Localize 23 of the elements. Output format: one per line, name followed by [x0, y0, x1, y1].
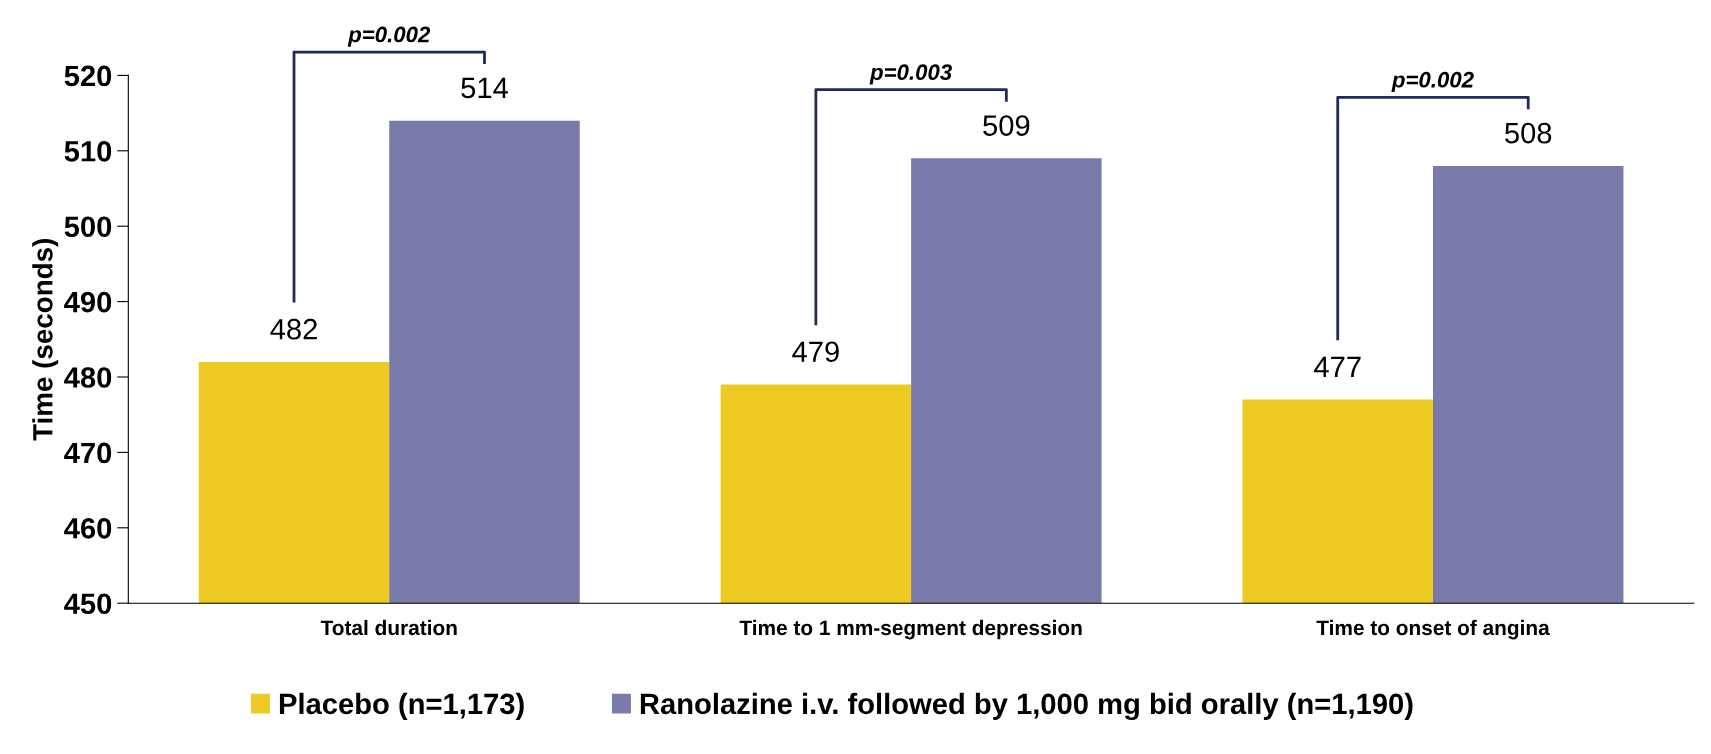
data-label: 509: [983, 115, 1030, 136]
x-tick-label: Time to 1 mm-segment depression: [739, 619, 1082, 640]
data-label: 508: [1505, 122, 1552, 144]
x-tick-label: Total duration: [320, 619, 457, 636]
y-tick-label: 470: [64, 442, 112, 464]
y-tick-label: 510: [64, 141, 112, 162]
y-tick-label: 460: [64, 518, 112, 539]
data-label: 479: [792, 341, 839, 363]
y-axis-title: Time (seconds): [32, 239, 59, 441]
data-label: 514: [461, 77, 508, 99]
y-tick-label: 480: [64, 367, 112, 388]
text: p=0.002: [347, 26, 431, 47]
y-tick-label: 450: [64, 593, 112, 615]
y-tick-label: 520: [64, 65, 112, 87]
data-label: 477: [1314, 356, 1361, 377]
annotation: p=0.003: [869, 64, 952, 85]
legend-label: Ranolazine i.v. followed by 1,000 mg bid orally (n=1,190): [640, 692, 1413, 721]
annotation: p=0.002: [1391, 71, 1474, 92]
x-tick-label: Time to onset of angina: [1316, 619, 1550, 640]
data-label: 482: [270, 318, 317, 340]
legend-label: Placebo (n=1,173): [279, 692, 524, 720]
y-tick-label: 490: [64, 291, 112, 313]
y-tick-label: 500: [64, 216, 112, 238]
